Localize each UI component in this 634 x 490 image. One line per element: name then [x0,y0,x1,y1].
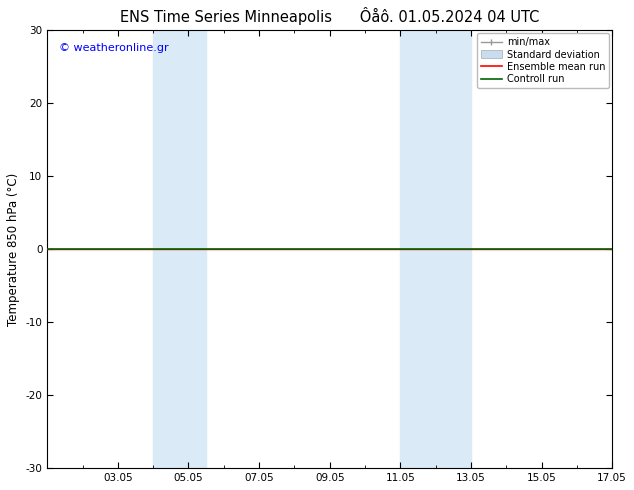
Y-axis label: Temperature 850 hPa (°C): Temperature 850 hPa (°C) [7,172,20,326]
Text: © weatheronline.gr: © weatheronline.gr [58,44,168,53]
Bar [400,30,471,468]
Legend: min/max, Standard deviation, Ensemble mean run, Controll run: min/max, Standard deviation, Ensemble me… [477,33,609,88]
Bar [153,30,206,468]
Title: ENS Time Series Minneapolis      Ôåô. 01.05.2024 04 UTC: ENS Time Series Minneapolis Ôåô. 01.05.2… [120,7,540,25]
